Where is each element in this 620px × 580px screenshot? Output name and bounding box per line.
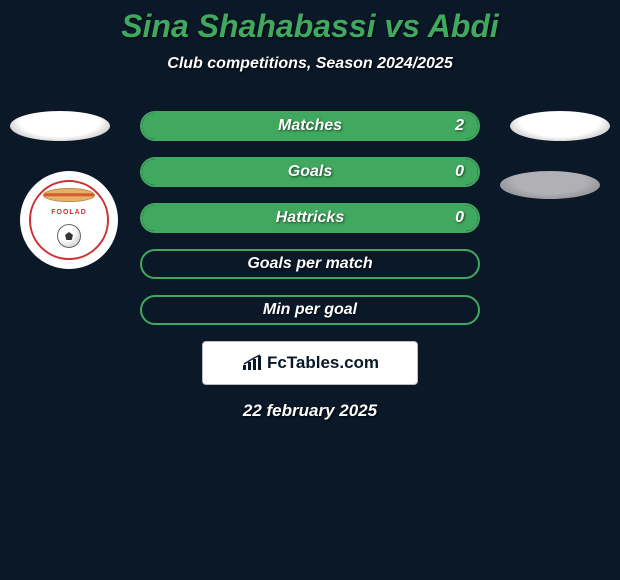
club-logo-left: FOOLAD — [20, 171, 118, 269]
stat-bar-matches: Matches 2 — [140, 111, 480, 141]
club-logo-text: FOOLAD — [51, 209, 87, 216]
stat-bar-min-per-goal: Min per goal — [140, 295, 480, 325]
bar-label: Min per goal — [263, 301, 357, 319]
stat-bars: Matches 2 Goals 0 Hattricks 0 Goals per … — [140, 111, 480, 325]
stat-bar-goals-per-match: Goals per match — [140, 249, 480, 279]
soccer-ball-icon — [57, 224, 81, 248]
player-right-placeholder — [500, 171, 600, 199]
brand-label: FcTables.com — [267, 353, 379, 373]
bar-label: Hattricks — [276, 209, 344, 227]
bar-value: 0 — [455, 163, 464, 181]
season-subtitle: Club competitions, Season 2024/2025 — [0, 55, 620, 73]
comparison-block: FOOLAD Matches 2 Goals 0 Hattricks 0 Goa… — [0, 111, 620, 421]
bar-label: Goals per match — [247, 255, 372, 273]
page-title: Sina Shahabassi vs Abdi — [0, 0, 620, 45]
chart-icon — [241, 354, 263, 372]
player-right-badge — [510, 111, 610, 141]
stat-bar-hattricks: Hattricks 0 — [140, 203, 480, 233]
brand-link[interactable]: FcTables.com — [202, 341, 418, 385]
bar-label: Matches — [278, 117, 342, 135]
snapshot-date: 22 february 2025 — [0, 401, 620, 421]
foolad-logo-icon: FOOLAD — [29, 180, 109, 260]
stat-bar-goals: Goals 0 — [140, 157, 480, 187]
bar-value: 0 — [455, 209, 464, 227]
bar-label: Goals — [288, 163, 332, 181]
player-left-badge — [10, 111, 110, 141]
bar-value: 2 — [455, 117, 464, 135]
